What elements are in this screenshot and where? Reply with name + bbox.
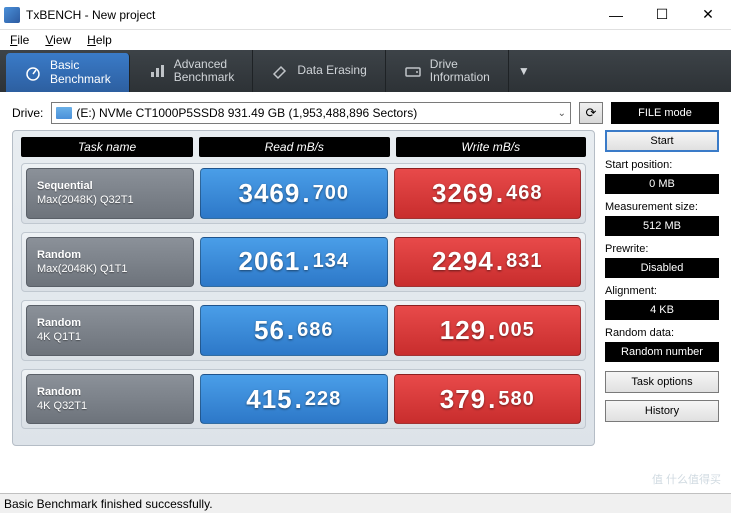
read-value: 2061.134 bbox=[200, 237, 388, 288]
randomdata-value[interactable]: Random number bbox=[605, 342, 719, 362]
tab-data-erasing[interactable]: Data Erasing bbox=[253, 50, 385, 92]
maximize-button[interactable]: ☐ bbox=[639, 0, 685, 30]
tab-advanced-benchmark[interactable]: AdvancedBenchmark bbox=[130, 50, 254, 92]
task-options-button[interactable]: Task options bbox=[605, 371, 719, 393]
start-button[interactable]: Start bbox=[605, 130, 719, 152]
menubar: File View Help bbox=[0, 30, 731, 50]
randomdata-label: Random data: bbox=[605, 327, 719, 339]
status-text: Basic Benchmark finished successfully. bbox=[4, 497, 213, 511]
alignment-label: Alignment: bbox=[605, 285, 719, 297]
history-button[interactable]: History bbox=[605, 400, 719, 422]
tab-label: DriveInformation bbox=[430, 58, 490, 84]
gauge-icon bbox=[24, 64, 42, 82]
result-row: RandomMax(2048K) Q1T12061.1342294.831 bbox=[21, 232, 586, 293]
status-bar: Basic Benchmark finished successfully. bbox=[0, 493, 731, 513]
header-task: Task name bbox=[21, 137, 193, 157]
write-value: 2294.831 bbox=[394, 237, 582, 288]
drive-select[interactable]: (E:) NVMe CT1000P5SSD8 931.49 GB (1,953,… bbox=[51, 102, 571, 124]
prewrite-value[interactable]: Disabled bbox=[605, 258, 719, 278]
erase-icon bbox=[271, 62, 289, 80]
file-mode-button[interactable]: FILE mode bbox=[611, 102, 719, 124]
write-value: 129.005 bbox=[394, 305, 582, 356]
tab-overflow-button[interactable]: ▼ bbox=[509, 50, 539, 92]
task-cell: RandomMax(2048K) Q1T1 bbox=[26, 237, 194, 288]
meassize-value[interactable]: 512 MB bbox=[605, 216, 719, 236]
chevron-down-icon: ⌄ bbox=[558, 108, 566, 119]
tab-drive-information[interactable]: DriveInformation bbox=[386, 50, 509, 92]
drive-icon bbox=[404, 62, 422, 80]
result-row: Random4K Q1T156.686129.005 bbox=[21, 300, 586, 361]
result-row: Random4K Q32T1415.228379.580 bbox=[21, 369, 586, 430]
alignment-value[interactable]: 4 KB bbox=[605, 300, 719, 320]
header-read: Read mB/s bbox=[199, 137, 390, 157]
drive-value: (E:) NVMe CT1000P5SSD8 931.49 GB (1,953,… bbox=[76, 106, 417, 120]
close-button[interactable]: ✕ bbox=[685, 0, 731, 30]
side-panel: Start Start position: 0 MB Measurement s… bbox=[605, 130, 719, 446]
tab-basic-benchmark[interactable]: BasicBenchmark bbox=[6, 53, 130, 92]
result-row: SequentialMax(2048K) Q32T13469.7003269.4… bbox=[21, 163, 586, 224]
tab-label: Data Erasing bbox=[297, 64, 366, 77]
menu-view[interactable]: View bbox=[39, 31, 77, 49]
app-icon bbox=[4, 7, 20, 23]
tabstrip: BasicBenchmark AdvancedBenchmark Data Er… bbox=[0, 50, 731, 92]
titlebar: TxBENCH - New project — ☐ ✕ bbox=[0, 0, 731, 30]
refresh-button[interactable]: ⟳ bbox=[579, 102, 603, 124]
menu-file[interactable]: File bbox=[4, 31, 35, 49]
task-cell: Random4K Q1T1 bbox=[26, 305, 194, 356]
watermark: 值 什么值得买 bbox=[652, 471, 721, 487]
task-cell: SequentialMax(2048K) Q32T1 bbox=[26, 168, 194, 219]
write-value: 3269.468 bbox=[394, 168, 582, 219]
startpos-label: Start position: bbox=[605, 159, 719, 171]
header-write: Write mB/s bbox=[396, 137, 587, 157]
task-cell: Random4K Q32T1 bbox=[26, 374, 194, 425]
prewrite-label: Prewrite: bbox=[605, 243, 719, 255]
disk-icon bbox=[56, 107, 72, 119]
main-area: Task name Read mB/s Write mB/s Sequentia… bbox=[0, 130, 731, 450]
read-value: 415.228 bbox=[200, 374, 388, 425]
refresh-icon: ⟳ bbox=[586, 105, 597, 121]
startpos-value[interactable]: 0 MB bbox=[605, 174, 719, 194]
menu-help[interactable]: Help bbox=[81, 31, 118, 49]
chart-icon bbox=[148, 62, 166, 80]
read-value: 3469.700 bbox=[200, 168, 388, 219]
tab-label: AdvancedBenchmark bbox=[174, 58, 235, 84]
results-header: Task name Read mB/s Write mB/s bbox=[21, 137, 586, 157]
write-value: 379.580 bbox=[394, 374, 582, 425]
read-value: 56.686 bbox=[200, 305, 388, 356]
results-panel: Task name Read mB/s Write mB/s Sequentia… bbox=[12, 130, 595, 446]
drive-label: Drive: bbox=[12, 106, 43, 120]
meassize-label: Measurement size: bbox=[605, 201, 719, 213]
minimize-button[interactable]: — bbox=[593, 0, 639, 30]
tab-label: BasicBenchmark bbox=[50, 59, 111, 85]
window-title: TxBENCH - New project bbox=[26, 8, 593, 22]
drive-row: Drive: (E:) NVMe CT1000P5SSD8 931.49 GB … bbox=[0, 92, 731, 130]
